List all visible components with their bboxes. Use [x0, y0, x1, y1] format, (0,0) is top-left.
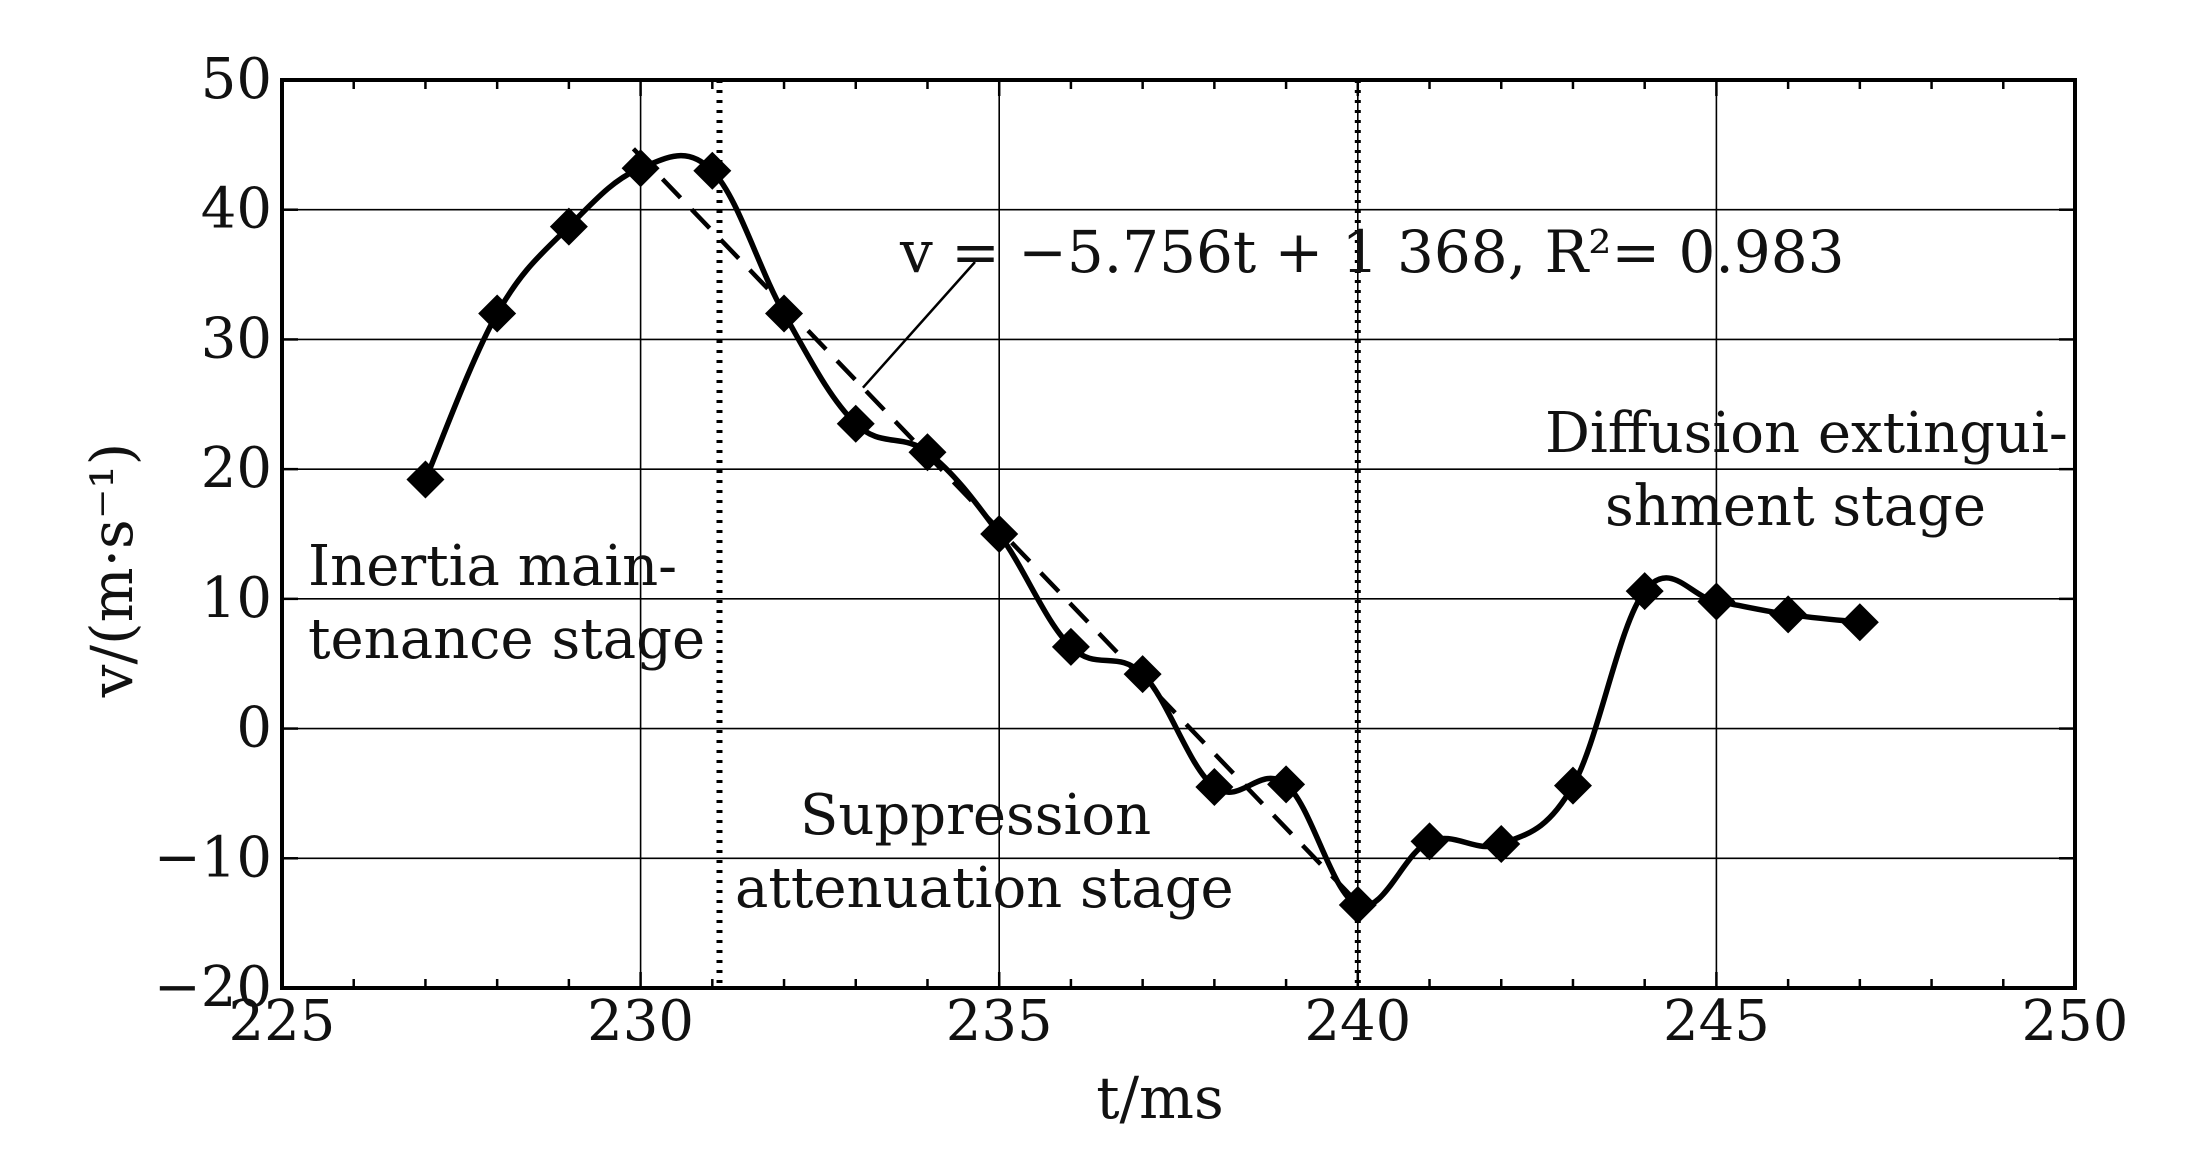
- data-point-marker: [1267, 765, 1306, 804]
- stage1-label-line2: tenance stage: [308, 607, 705, 672]
- y-tick-label: 20: [201, 436, 272, 501]
- stage1-label-line1: Inertia main-: [308, 534, 677, 599]
- plot-border: [280, 78, 2077, 990]
- data-point-marker: [406, 460, 445, 499]
- data-point-marker: [908, 433, 947, 472]
- equation-leader-line: [861, 261, 976, 389]
- data-point-marker: [1338, 885, 1377, 924]
- data-point-marker: [1410, 822, 1449, 861]
- y-tick-label: 50: [201, 47, 272, 112]
- data-point-marker: [836, 404, 875, 443]
- x-tick-label: 245: [1663, 989, 1770, 1054]
- x-tick-label: 250: [2022, 989, 2129, 1054]
- data-point-marker: [980, 515, 1019, 553]
- data-point-marker: [1840, 603, 1879, 642]
- data-point-marker: [1195, 767, 1234, 806]
- data-point-marker: [1051, 627, 1090, 666]
- data-point-marker: [693, 151, 732, 190]
- data-point-marker: [621, 149, 660, 188]
- x-tick-label: 230: [587, 989, 694, 1054]
- data-point-marker: [478, 294, 517, 333]
- data-point-marker: [1123, 655, 1162, 694]
- y-tick-label: 30: [201, 306, 272, 371]
- stage3-label-line2: shment stage: [1605, 474, 1986, 539]
- y-tick-label: 40: [201, 177, 272, 242]
- x-axis-label: t/ms: [1096, 1064, 1224, 1132]
- data-point-marker: [1482, 825, 1521, 864]
- stage2-label-line1: Suppression: [800, 783, 1151, 848]
- data-point-marker: [1697, 582, 1736, 621]
- y-tick-label: 0: [236, 696, 272, 761]
- series-layer: [406, 149, 1879, 924]
- y-axis-label: v/(m·s⁻¹): [78, 443, 146, 699]
- data-point-marker: [1553, 766, 1592, 805]
- y-tick-label: −20: [154, 955, 272, 1020]
- data-point-marker: [1625, 572, 1664, 611]
- stage3-label-line1: Diffusion extingui-: [1545, 401, 2068, 466]
- data-point-marker: [1769, 595, 1808, 634]
- x-tick-label: 240: [1304, 989, 1411, 1054]
- ticks: 225 230 235 240 245 250 −20 −10 0 10 20 30 40 50: [154, 47, 2129, 1054]
- plot-frame: [280, 78, 2077, 990]
- data-point-marker: [765, 294, 804, 333]
- stage-dividers: [716, 80, 1361, 988]
- y-tick-label: 10: [201, 566, 272, 631]
- x-tick-label: 225: [229, 989, 336, 1054]
- y-tick-label: −10: [154, 825, 272, 890]
- stage2-label-line2: attenuation stage: [735, 856, 1234, 921]
- data-point-marker: [549, 207, 588, 246]
- x-tick-label: 235: [946, 989, 1053, 1054]
- fit-equation-label: v = −5.756t + 1 368, R²= 0.983: [899, 218, 1845, 286]
